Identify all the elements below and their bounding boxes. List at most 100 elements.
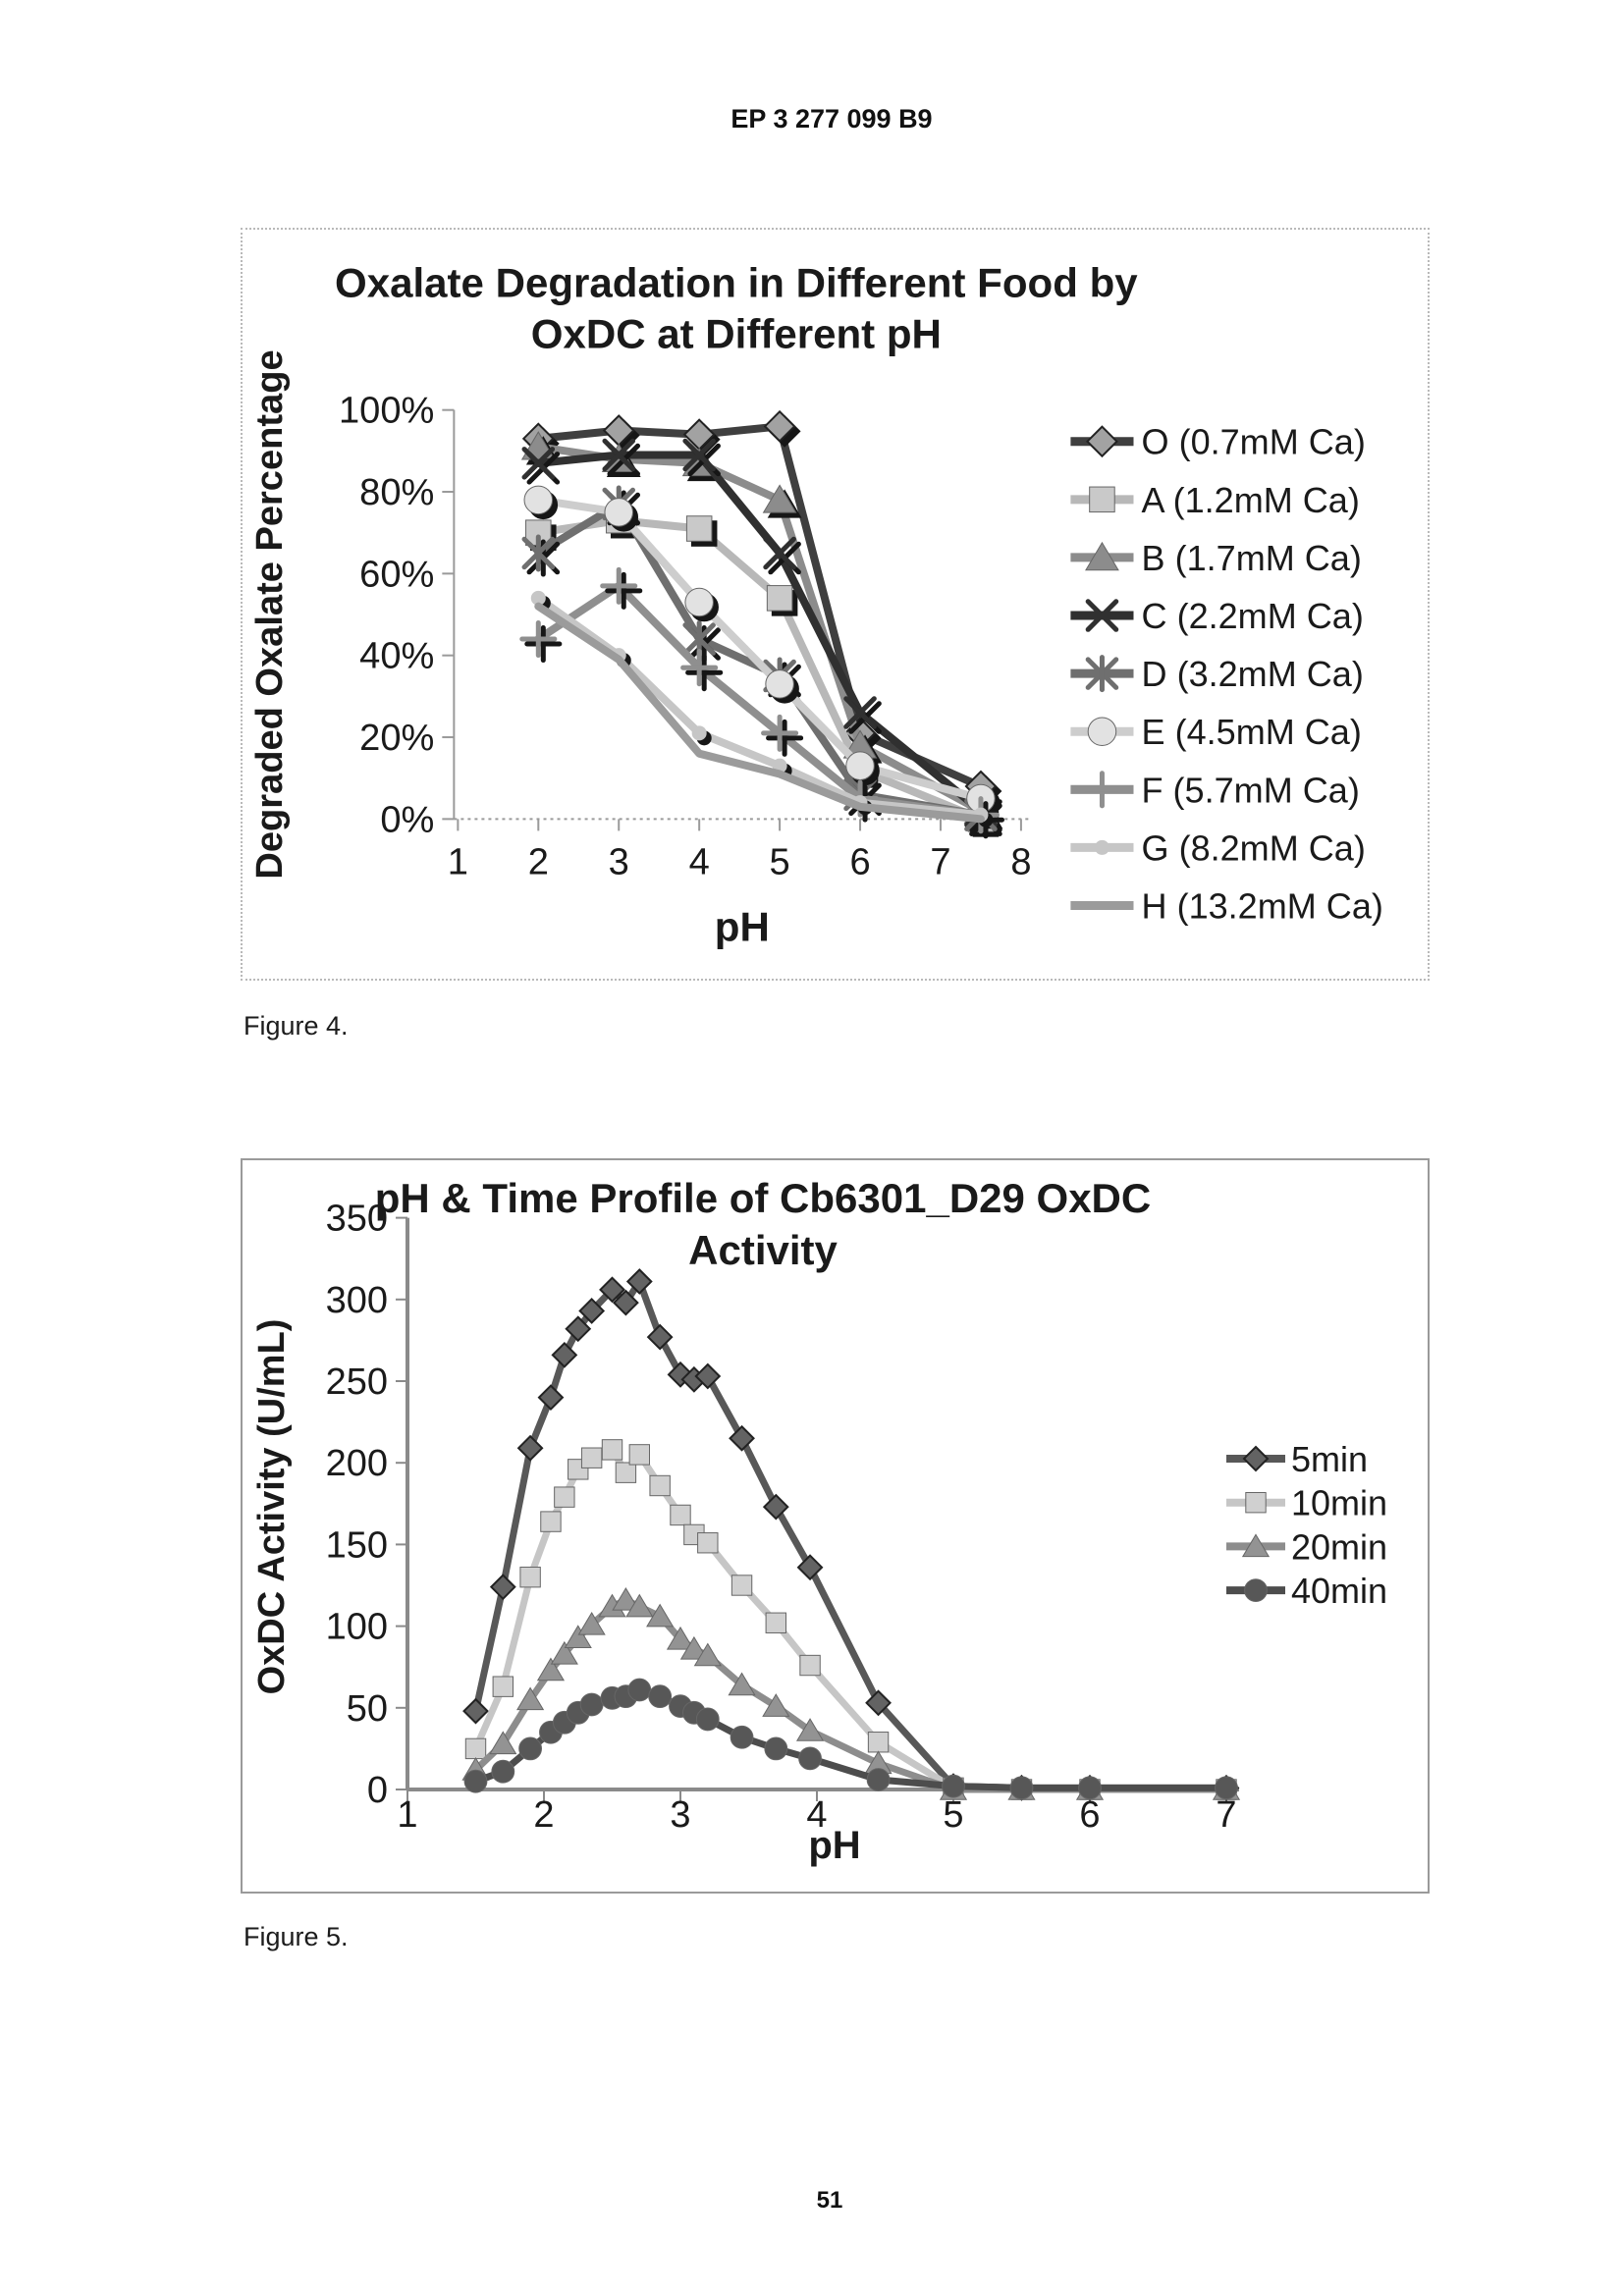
- circle-marker: [866, 1768, 891, 1791]
- legend-item: B (1.7mM Ca): [1070, 538, 1362, 578]
- triangle-marker: [728, 1672, 756, 1696]
- triangle-marker: [693, 1642, 722, 1667]
- x-axis-title: pH: [808, 1824, 860, 1867]
- legend-item: E (4.5mM Ca): [1070, 712, 1362, 752]
- square-marker: [799, 1654, 821, 1677]
- circle-marker: [463, 1769, 488, 1793]
- chart-title: OxDC at Different pH: [531, 311, 942, 357]
- triangle-marker: [612, 1586, 640, 1611]
- diamond-marker: [551, 1341, 578, 1368]
- y-tick-label: 300: [326, 1280, 388, 1321]
- square-marker: [730, 1575, 753, 1596]
- triangle-marker: [577, 1611, 606, 1635]
- square-marker: [580, 1447, 603, 1468]
- square-marker: [670, 1504, 691, 1526]
- diamond-marker: [1086, 425, 1118, 458]
- square-marker: [554, 1486, 575, 1508]
- triangle-marker: [625, 1593, 654, 1618]
- circle-marker: [765, 669, 794, 699]
- figure4-chart: Oxalate Degradation in Different Food by…: [249, 259, 1383, 950]
- diamond-marker: [763, 409, 796, 443]
- circle-marker: [523, 485, 554, 515]
- x-tick-label: 6: [849, 841, 870, 882]
- triangle-marker: [489, 1731, 517, 1755]
- y-tick-label: 150: [326, 1524, 388, 1566]
- triangle-marker: [762, 484, 797, 513]
- figure5-chart-box: pH & Time Profile of Cb6301_D29 OxDC Acti…: [241, 1158, 1430, 1894]
- x-tick-label: 3: [609, 841, 629, 882]
- diamond-marker: [1242, 1445, 1270, 1472]
- y-tick-label: 20%: [359, 718, 434, 759]
- y-tick-label: 350: [326, 1199, 388, 1240]
- circle-marker: [1244, 1578, 1268, 1603]
- diamond-marker: [599, 1276, 625, 1304]
- series-line-c-2-2mm-ca-: [534, 451, 985, 816]
- y-axis-title: OxDC Activity (U/mL): [251, 1319, 293, 1695]
- diamond-marker: [646, 1323, 674, 1351]
- y-tick-label: 100: [326, 1607, 388, 1648]
- diamond-marker: [796, 1554, 824, 1581]
- legend-label: 5min: [1291, 1439, 1368, 1479]
- square-marker: [615, 1462, 637, 1483]
- diamond-marker: [612, 1289, 639, 1316]
- x-tick-label: 1: [448, 841, 468, 882]
- legend-item: 20min: [1226, 1526, 1387, 1567]
- triangle-marker: [536, 1657, 566, 1682]
- triangle-marker: [1241, 1533, 1271, 1558]
- circle-marker: [627, 1678, 652, 1702]
- y-tick-label: 60%: [359, 554, 434, 595]
- legend-label: H (13.2mM Ca): [1142, 886, 1383, 927]
- y-tick-label: 250: [326, 1362, 388, 1403]
- chart-title: pH & Time Profile of Cb6301_D29 OxDC: [375, 1175, 1151, 1221]
- triangle-marker: [795, 1718, 825, 1741]
- chart-title: Oxalate Degradation in Different Food by: [335, 259, 1138, 305]
- series-line-o-0-7mm-ca-: [534, 422, 985, 791]
- series-line-h-13-2mm-ca-: [534, 602, 985, 824]
- legend-item: C (2.2mM Ca): [1070, 596, 1364, 636]
- y-tick-label: 50: [347, 1688, 388, 1730]
- legend-item: 5min: [1226, 1439, 1368, 1479]
- y-tick-label: 0: [367, 1770, 388, 1811]
- figure5-caption: Figure 5.: [243, 1922, 349, 1951]
- x-marker: [1085, 599, 1119, 632]
- series-line-g-8-2mm-ca-: [534, 594, 985, 820]
- square-marker: [1089, 486, 1115, 513]
- series-line-5min: [472, 1277, 1230, 1791]
- x-marker: [763, 536, 796, 570]
- dot-marker: [1094, 839, 1109, 855]
- legend-label: 40min: [1291, 1571, 1387, 1611]
- triangle-marker: [516, 1686, 545, 1711]
- y-tick-label: 40%: [359, 636, 434, 677]
- legend-label: G (8.2mM Ca): [1142, 828, 1366, 868]
- square-marker: [628, 1444, 651, 1466]
- circle-marker: [579, 1692, 604, 1717]
- y-tick-label: 80%: [359, 472, 434, 513]
- square-marker: [697, 1532, 719, 1554]
- chart-title: Activity: [688, 1227, 838, 1273]
- diamond-marker: [762, 1493, 789, 1521]
- legend-label: 10min: [1291, 1483, 1387, 1523]
- x-marker: [521, 447, 556, 480]
- x-axis-title: pH: [715, 904, 770, 950]
- square-marker: [464, 1737, 487, 1760]
- diamond-marker: [694, 1362, 722, 1390]
- diamond-marker: [865, 1689, 892, 1717]
- diamond-marker: [489, 1574, 516, 1601]
- circle-marker: [1087, 717, 1117, 746]
- square-marker: [685, 515, 713, 542]
- square-marker: [765, 1612, 786, 1633]
- legend-label: D (3.2mM Ca): [1142, 654, 1364, 694]
- square-marker: [1245, 1492, 1267, 1514]
- legend-label: C (2.2mM Ca): [1142, 596, 1364, 636]
- circle-marker: [1215, 1776, 1238, 1800]
- legend-label: F (5.7mM Ca): [1142, 770, 1360, 810]
- square-marker: [540, 1511, 562, 1532]
- series-line-10min: [472, 1446, 1230, 1793]
- legend-label: O (0.7mM Ca): [1142, 422, 1366, 462]
- square-marker: [601, 1439, 623, 1461]
- triangle-marker: [564, 1625, 592, 1648]
- square-marker: [649, 1474, 671, 1497]
- page-number: 51: [816, 2187, 843, 2214]
- circle-marker: [684, 587, 714, 617]
